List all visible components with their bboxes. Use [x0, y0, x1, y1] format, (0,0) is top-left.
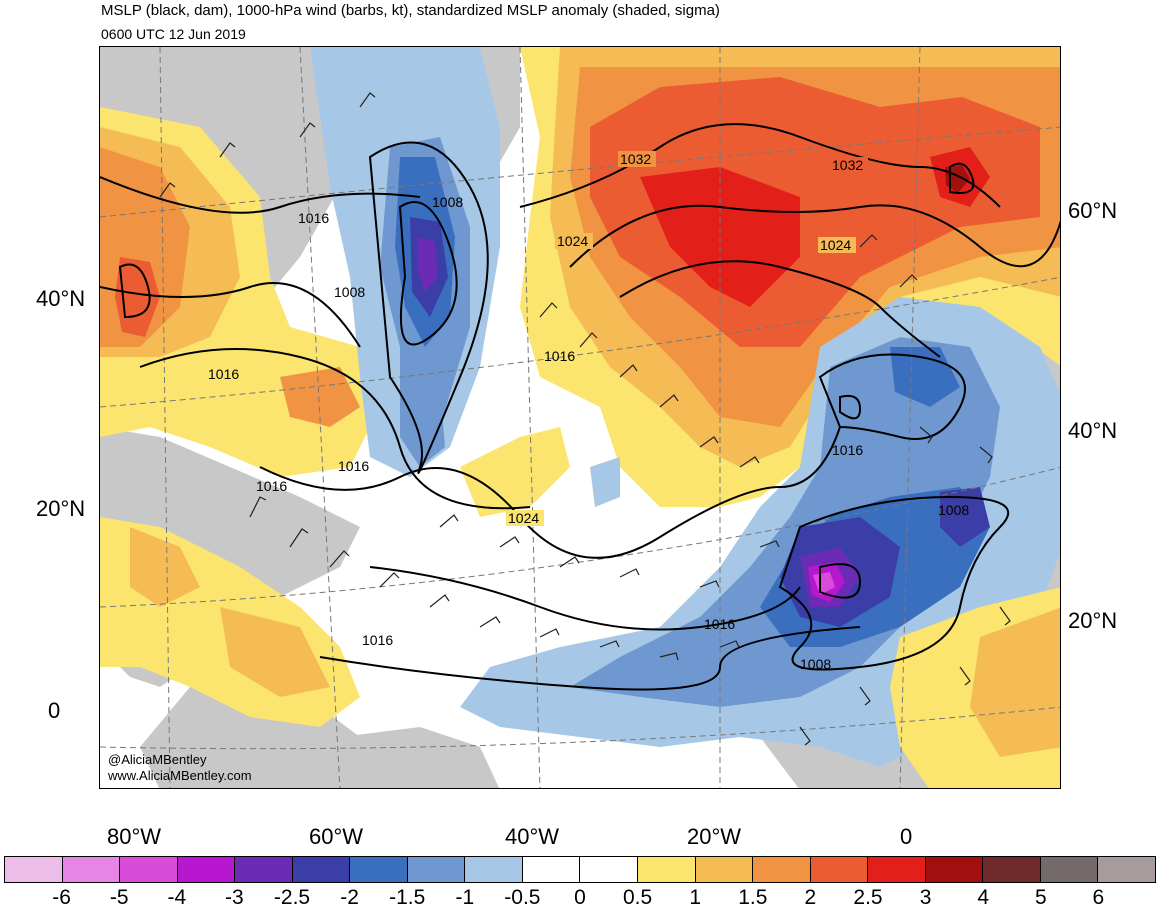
colorbar-tick-label: -1	[455, 886, 475, 909]
colorbar-tick-label: -6	[52, 886, 71, 909]
colorbar-tick-label: 1	[689, 886, 702, 909]
colorbar-swatch	[5, 857, 63, 882]
map-title: MSLP (black, dam), 1000-hPa wind (barbs,…	[101, 2, 720, 19]
colorbar-swatch	[983, 857, 1041, 882]
colorbar-swatch	[407, 857, 466, 882]
colorbar-swatch	[292, 857, 351, 882]
isobars	[100, 123, 1060, 691]
colorbar-tick-label: -4	[167, 886, 187, 909]
colorbar-tick-label: 2.5	[853, 886, 883, 909]
isobar-labels: 1032 1032 1024 1024 1024 1016 1016 1016 …	[208, 151, 969, 672]
colorbar-swatch	[1098, 857, 1155, 882]
colorbar-swatch	[177, 857, 236, 882]
colorbar-tick-label: 3	[919, 886, 932, 909]
isobar-label: 1008	[800, 656, 831, 672]
lat-label-left: 40°N	[36, 286, 86, 311]
anomaly-map: 1032 1032 1024 1024 1024 1016 1016 1016 …	[100, 47, 1060, 788]
colorbar-tick-label: -2.5	[273, 886, 311, 909]
lat-label-right: 60°N	[1068, 198, 1118, 223]
credit-handle: @AliciaMBentley	[108, 752, 207, 767]
colorbar-swatch	[522, 857, 581, 882]
colorbar-tick-label: -3	[225, 886, 244, 909]
isobar-label: 1016	[704, 616, 735, 632]
colorbar-tick-label: 0.5	[622, 886, 653, 909]
graticule	[100, 47, 1060, 788]
colorbar-swatch	[580, 857, 639, 882]
isobar-label: 1016	[338, 458, 369, 474]
colorbar-swatch	[465, 857, 523, 882]
lat-label-right: 20°N	[1068, 608, 1118, 633]
valid-time: 0600 UTC 12 Jun 2019	[101, 26, 246, 42]
isobar-label: 1016	[832, 442, 863, 458]
colorbar-swatch	[1040, 857, 1099, 882]
isobar-label: 1008	[432, 194, 463, 210]
isobar-label: 1032	[620, 151, 651, 167]
isobar-label: 1032	[832, 157, 863, 173]
colorbar-tick-label: 1.5	[738, 886, 768, 909]
colorbar-swatch	[868, 857, 926, 882]
colorbar-swatch	[753, 857, 811, 882]
isobar-label: 1008	[334, 284, 365, 300]
isobar-label: 1016	[298, 210, 329, 226]
colorbar-swatch	[350, 857, 408, 882]
colorbar-tick-label: -2	[340, 886, 359, 909]
colorbar-swatch	[810, 857, 869, 882]
colorbar-tick-label: 6	[1092, 886, 1105, 909]
isobar-label: 1016	[256, 478, 287, 494]
isobar-label: 1016	[208, 366, 239, 382]
colorbar-tick-label: -5	[109, 886, 129, 909]
lon-label: 0	[900, 824, 913, 849]
lon-label: 20°W	[687, 824, 742, 849]
lat-label-left: 0	[48, 698, 61, 723]
lon-label: 40°W	[505, 824, 560, 849]
colorbar-swatch	[120, 857, 178, 882]
colorbar-tick-label: 5	[1034, 886, 1047, 909]
colorbar-swatch	[62, 857, 121, 882]
lat-label-right: 40°N	[1068, 418, 1118, 443]
colorbar-tick-label: 0	[574, 886, 586, 909]
lon-label: 60°W	[309, 824, 364, 849]
lon-label: 80°W	[107, 824, 162, 849]
credit-website: www.AliciaMBentley.com	[108, 768, 252, 783]
map-panel[interactable]: 1032 1032 1024 1024 1024 1016 1016 1016 …	[99, 46, 1061, 789]
colorbar-swatch	[235, 857, 293, 882]
colorbar-tick-label: -1.5	[389, 886, 426, 909]
isobar-label: 1016	[362, 632, 393, 648]
colorbar-tick-label: 2	[804, 886, 817, 909]
isobar-label: 1024	[820, 237, 851, 253]
isobar-label: 1024	[508, 510, 539, 526]
lat-label-left: 20°N	[36, 496, 86, 521]
isobar-label: 1024	[557, 233, 588, 249]
colorbar	[4, 856, 1156, 883]
colorbar-tick-label: 4	[977, 886, 990, 909]
isobar-label: 1016	[544, 348, 575, 364]
colorbar-swatch	[695, 857, 754, 882]
colorbar-swatch	[638, 857, 696, 882]
wind-barbs	[159, 92, 1011, 746]
isobar-label: 1008	[938, 502, 969, 518]
colorbar-swatch	[925, 857, 984, 882]
colorbar-tick-label: -0.5	[504, 886, 541, 909]
